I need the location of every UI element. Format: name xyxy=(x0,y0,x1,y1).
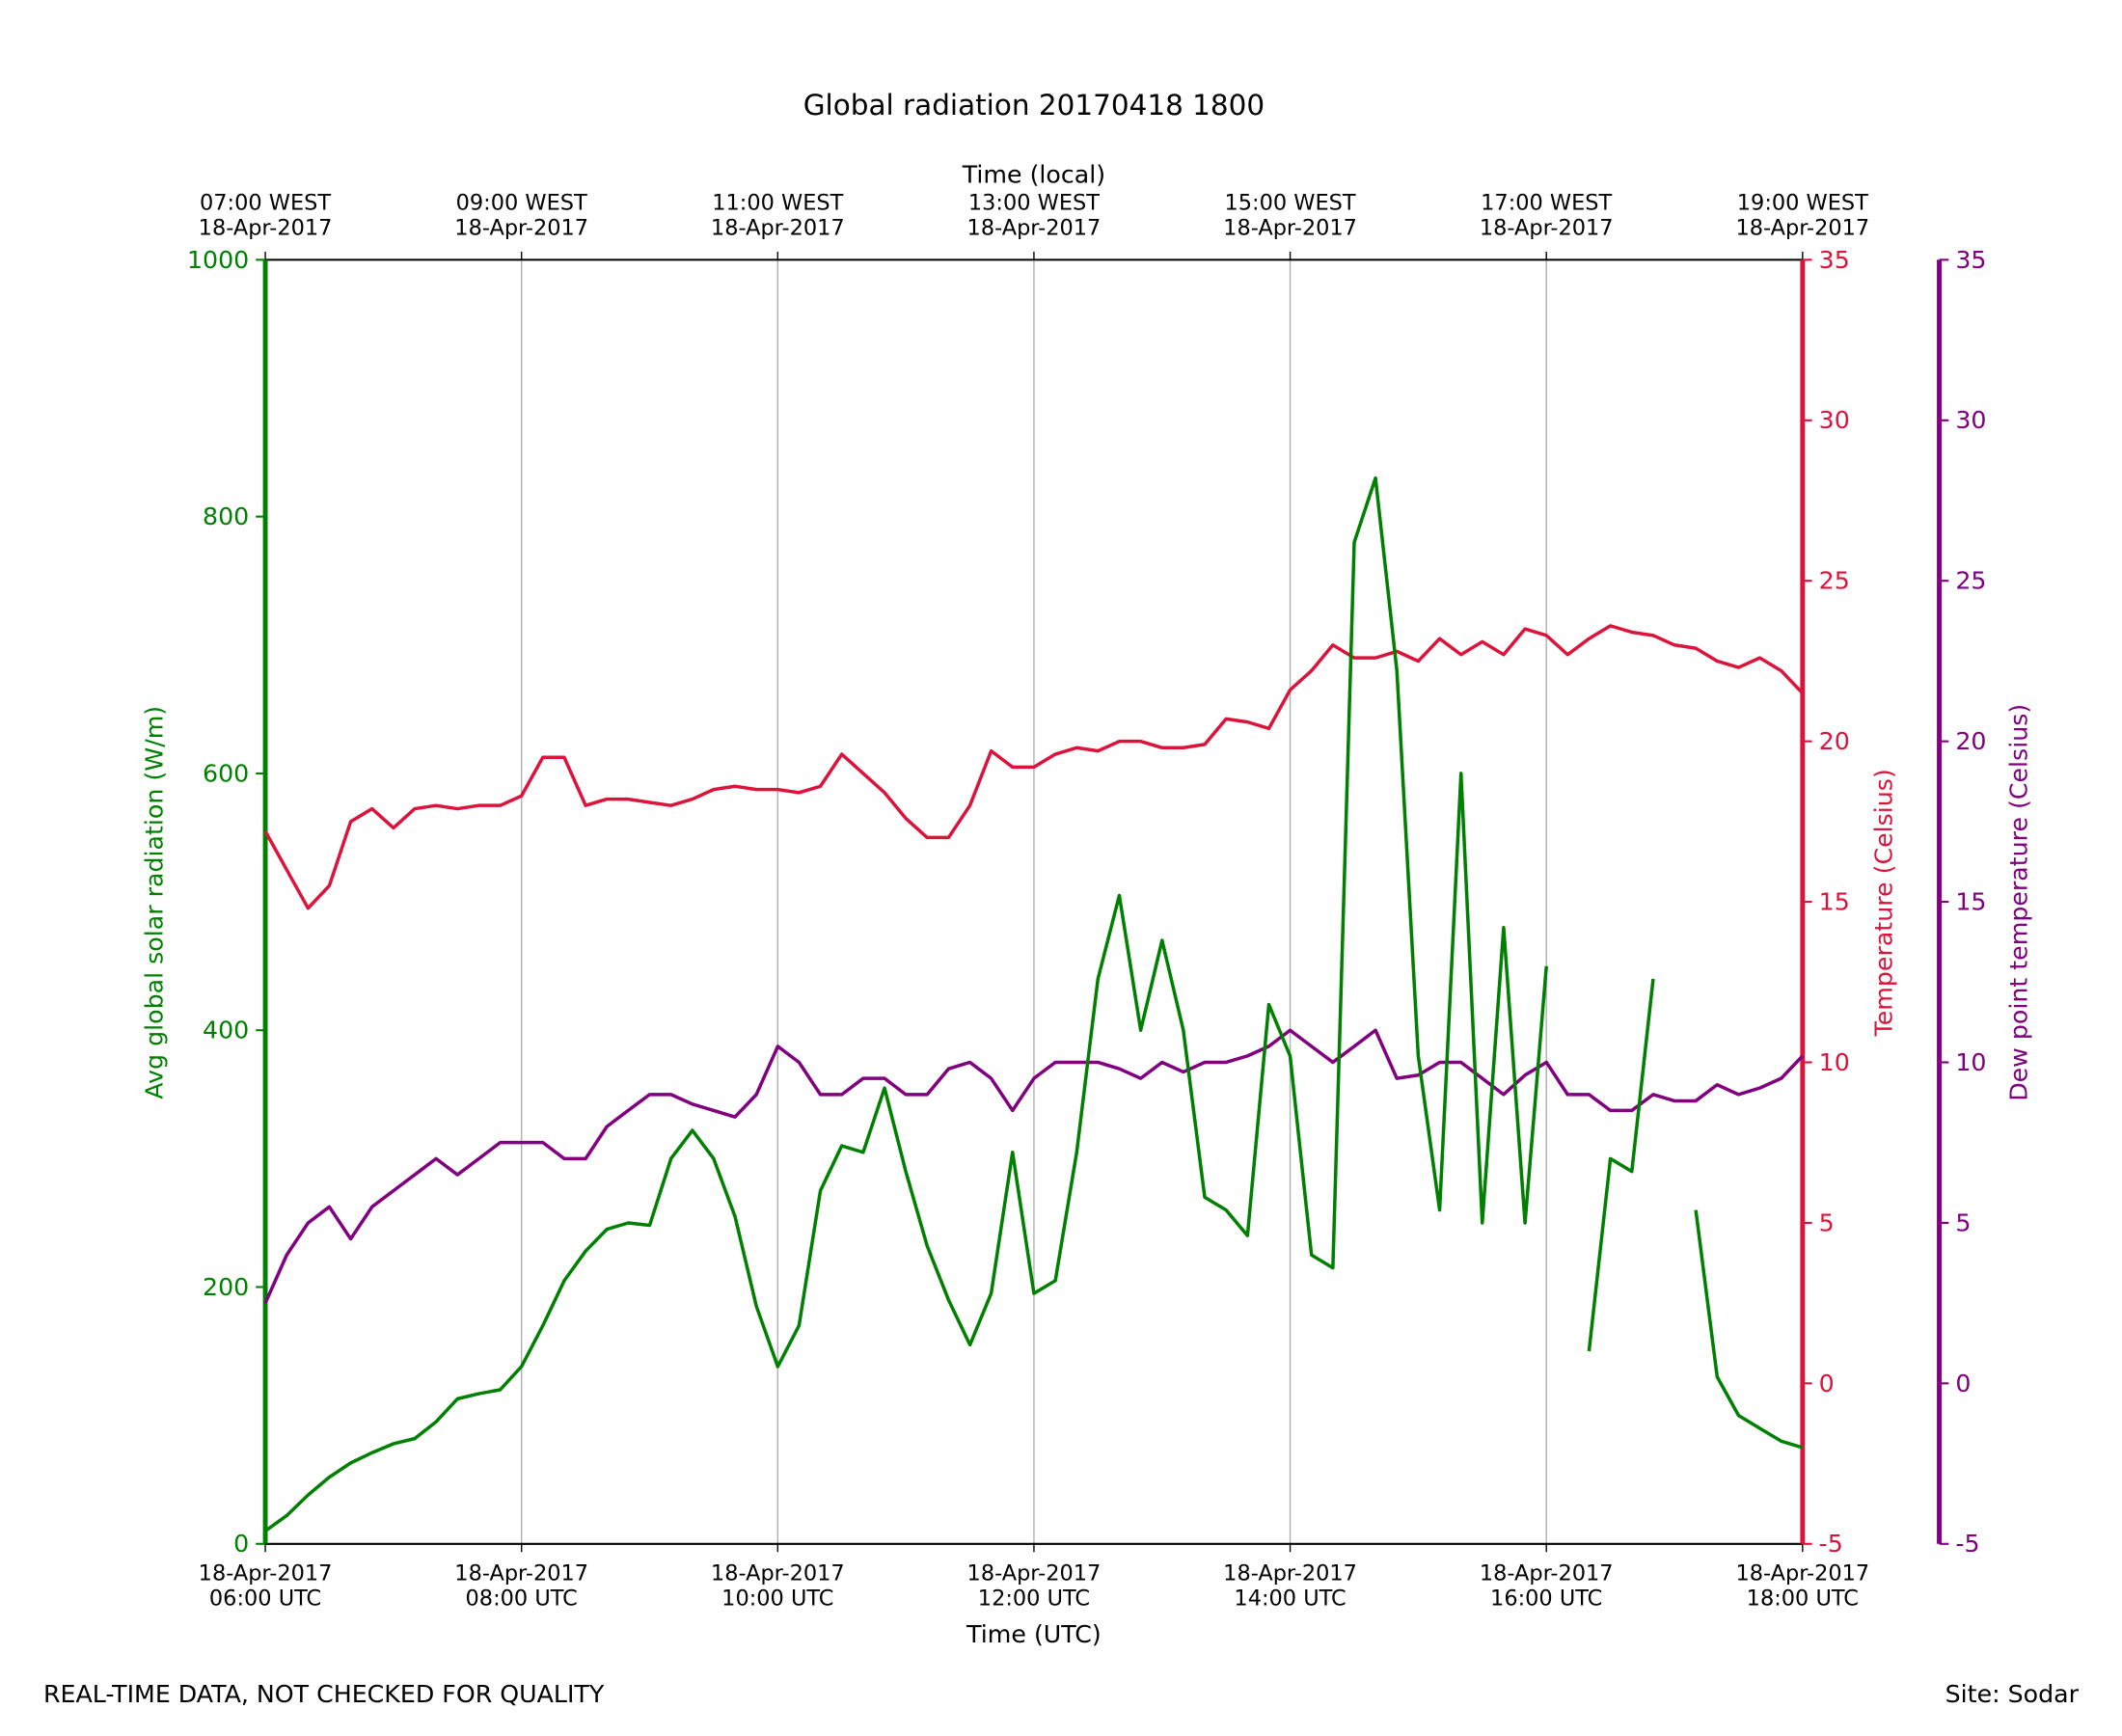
x-tick-label: 18-Apr-2017 14:00 UTC xyxy=(1223,1561,1357,1612)
y-tick-label: 800 xyxy=(203,502,249,530)
x-tick-label: 18-Apr-2017 08:00 UTC xyxy=(454,1561,588,1612)
x-axis-label: Time (UTC) xyxy=(966,1620,1102,1648)
y2-tick-label: -5 xyxy=(1819,1530,1843,1558)
y-tick-label: 200 xyxy=(203,1273,249,1301)
data-line xyxy=(263,624,1805,910)
y3-axis-label: Dew point temperature (Celsius) xyxy=(2005,704,2033,1101)
y2-tick-label: 15 xyxy=(1819,887,1850,915)
y2-tick-label: 5 xyxy=(1819,1208,1835,1236)
x2-tick-label: 19:00 WEST 18-Apr-2017 xyxy=(1735,190,1869,240)
y-tick-label: 0 xyxy=(233,1530,249,1558)
y3-tick-label: -5 xyxy=(1955,1530,1979,1558)
x-tick-label: 18-Apr-2017 18:00 UTC xyxy=(1735,1561,1869,1612)
x2-tick-label: 15:00 WEST 18-Apr-2017 xyxy=(1223,190,1357,240)
y2-tick-label: 20 xyxy=(1819,727,1850,755)
y3-tick-label: 30 xyxy=(1955,406,1986,434)
y-axis-label: Avg global solar radiation (W/m) xyxy=(140,706,168,1099)
chart-title: Global radiation 20170418 1800 xyxy=(803,89,1265,122)
x2-tick-label: 17:00 WEST 18-Apr-2017 xyxy=(1480,190,1614,240)
y-tick-label: 600 xyxy=(203,759,249,787)
y2-tick-label: 35 xyxy=(1819,246,1850,274)
data-line xyxy=(263,1028,1805,1304)
x2-tick-label: 07:00 WEST 18-Apr-2017 xyxy=(199,190,333,240)
x2-axis-label: Time (local) xyxy=(962,160,1105,188)
x2-tick-label: 11:00 WEST 18-Apr-2017 xyxy=(711,190,845,240)
y3-tick-label: 10 xyxy=(1955,1048,1986,1076)
x-tick-label: 18-Apr-2017 12:00 UTC xyxy=(967,1561,1102,1612)
footer-left: REAL-TIME DATA, NOT CHECKED FOR QUALITY xyxy=(43,1680,605,1708)
y-tick-label: 400 xyxy=(203,1017,249,1044)
y3-tick-label: 35 xyxy=(1955,246,1986,274)
y3-tick-label: 5 xyxy=(1955,1208,1971,1236)
x-tick-label: 18-Apr-2017 06:00 UTC xyxy=(199,1561,333,1612)
y3-tick-label: 15 xyxy=(1955,887,1986,915)
y2-tick-label: 0 xyxy=(1819,1370,1835,1397)
y3-tick-label: 25 xyxy=(1955,567,1986,595)
x-tick-label: 18-Apr-2017 16:00 UTC xyxy=(1480,1561,1614,1612)
x-tick-label: 18-Apr-2017 10:00 UTC xyxy=(711,1561,845,1612)
y-tick-label: 1000 xyxy=(187,246,249,274)
x2-tick-label: 09:00 WEST 18-Apr-2017 xyxy=(454,190,588,240)
y2-tick-label: 10 xyxy=(1819,1048,1850,1076)
y3-tick-label: 0 xyxy=(1955,1370,1971,1397)
y3-tick-label: 20 xyxy=(1955,727,1986,755)
footer-right: Site: Sodar xyxy=(1945,1680,2080,1708)
y2-tick-label: 30 xyxy=(1819,406,1850,434)
data-line xyxy=(264,475,1804,1533)
x2-tick-label: 13:00 WEST 18-Apr-2017 xyxy=(967,190,1102,240)
y2-tick-label: 25 xyxy=(1819,567,1850,595)
y2-axis-label: Temperature (Celsius) xyxy=(1869,769,1897,1037)
